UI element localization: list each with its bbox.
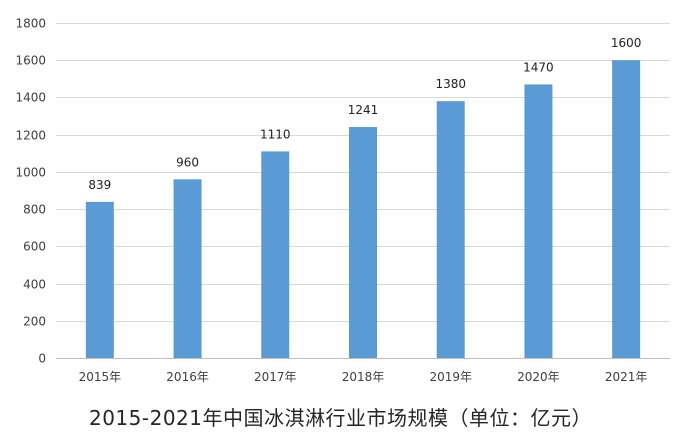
x-tick-label: 2020年 — [517, 370, 560, 384]
y-tick-label: 1200 — [15, 129, 46, 143]
data-label: 1110 — [260, 127, 291, 141]
data-label: 1380 — [435, 77, 466, 91]
bar — [524, 84, 553, 359]
bar — [85, 201, 114, 358]
data-label: 1600 — [611, 36, 642, 50]
y-tick-label: 200 — [23, 315, 46, 329]
x-tick-label: 2016年 — [166, 370, 209, 384]
bar — [436, 101, 465, 359]
data-label: 839 — [88, 178, 111, 192]
bar-chart: 0 200 400 600 800 1000 1200 1400 1600 1800 839 960… — [15, 17, 670, 384]
data-label: 1241 — [348, 103, 379, 117]
y-tick-label: 1000 — [15, 166, 46, 180]
y-tick-label: 600 — [23, 240, 46, 254]
x-tick-label: 2015年 — [79, 370, 122, 384]
x-axis-ticks: 2015年 2016年 2017年 2018年 2019年 2020年 2021年 — [79, 370, 648, 384]
x-tick-label: 2021年 — [605, 370, 648, 384]
bar — [173, 179, 202, 358]
y-axis-ticks: 0 200 400 600 800 1000 1200 1400 1600 1800 — [15, 17, 46, 366]
data-label: 1470 — [523, 60, 554, 74]
y-tick-label: 1600 — [15, 54, 46, 68]
y-tick-label: 400 — [23, 278, 46, 292]
chart-title: 2015-2021年中国冰淇淋行业市场规模（单位：亿元） — [88, 406, 592, 430]
x-tick-label: 2019年 — [429, 370, 472, 384]
bar — [349, 127, 377, 359]
data-label: 960 — [176, 155, 199, 169]
bar — [612, 60, 641, 358]
y-tick-label: 1800 — [15, 17, 46, 31]
y-tick-label: 1400 — [15, 91, 46, 105]
bar — [261, 151, 290, 358]
data-labels: 839 960 1110 1241 1380 1470 1600 — [88, 36, 641, 192]
y-tick-label: 800 — [23, 203, 46, 217]
chart-area: 0 200 400 600 800 1000 1200 1400 1600 1800 839 960… — [15, 17, 670, 384]
y-tick-label: 0 — [38, 352, 46, 366]
bars — [85, 60, 641, 359]
x-tick-label: 2018年 — [342, 370, 385, 384]
x-tick-label: 2017年 — [254, 370, 297, 384]
